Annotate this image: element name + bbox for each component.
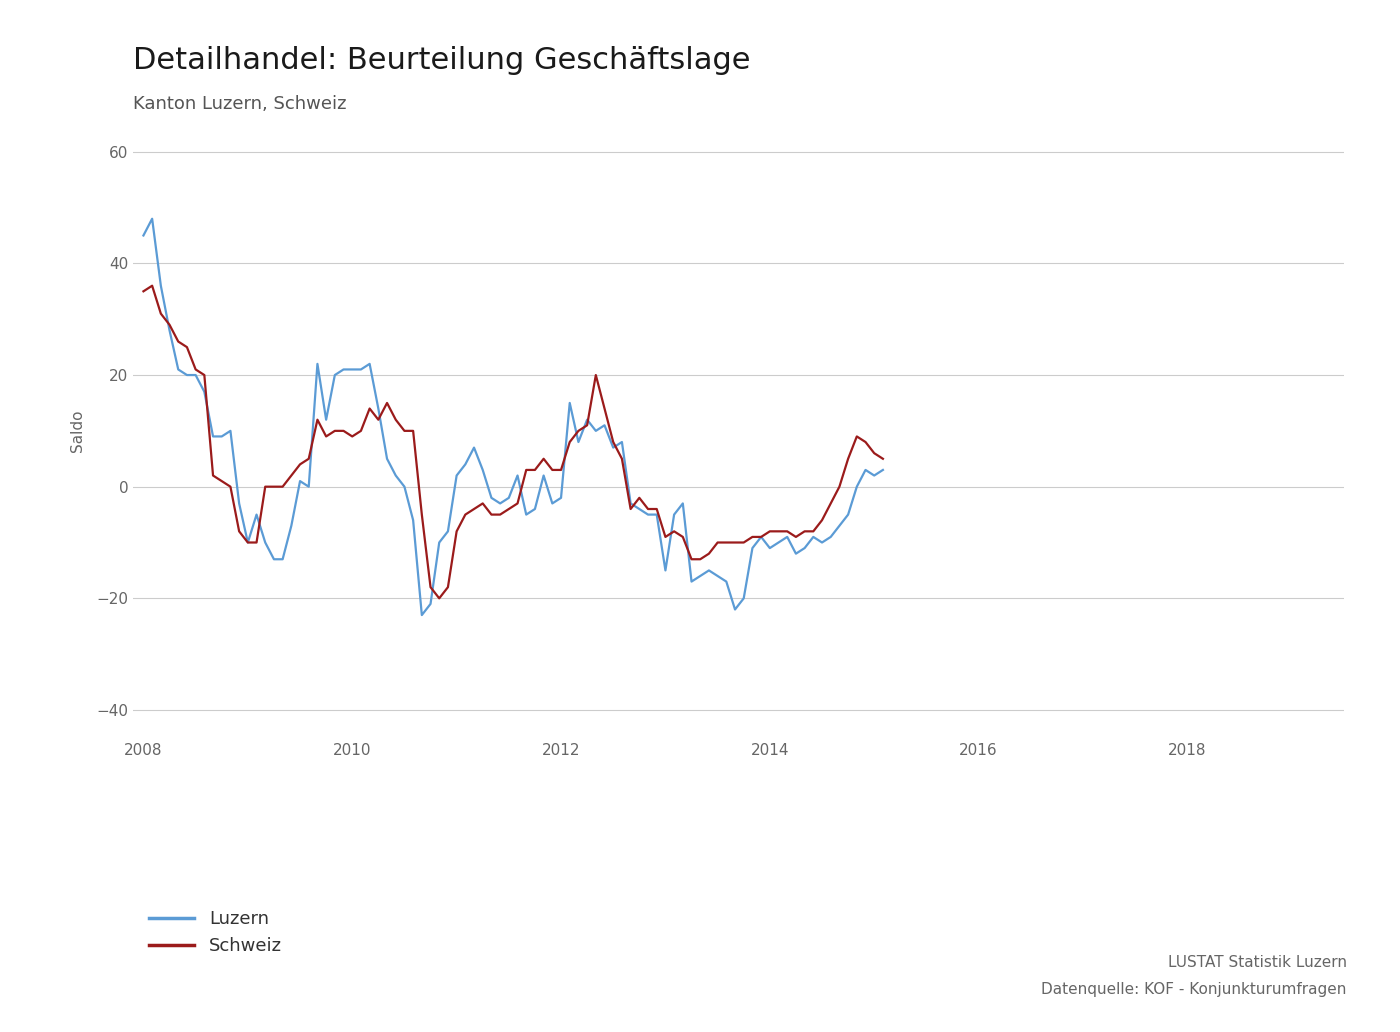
Legend: Luzern, Schweiz: Luzern, Schweiz <box>141 903 288 962</box>
Text: Datenquelle: KOF - Konjunkturumfragen: Datenquelle: KOF - Konjunkturumfragen <box>1042 982 1347 998</box>
Text: Detailhandel: Beurteilung Geschäftslage: Detailhandel: Beurteilung Geschäftslage <box>133 46 750 75</box>
Y-axis label: Saldo: Saldo <box>70 410 85 452</box>
Text: Kanton Luzern, Schweiz: Kanton Luzern, Schweiz <box>133 95 347 112</box>
Text: LUSTAT Statistik Luzern: LUSTAT Statistik Luzern <box>1168 955 1347 970</box>
